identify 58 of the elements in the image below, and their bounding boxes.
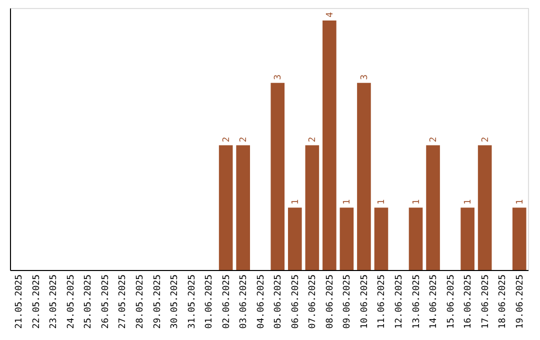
data-label: 1 — [515, 199, 526, 205]
x-tick-label: 13.06.2025 — [412, 274, 422, 329]
x-tick-label: 24.05.2025 — [66, 274, 76, 329]
x-tick-label: 28.05.2025 — [136, 274, 146, 329]
bar — [357, 82, 371, 270]
bar — [408, 208, 423, 270]
x-tick-label: 10.06.2025 — [360, 274, 370, 329]
x-tick-label: 19.06.2025 — [515, 274, 526, 329]
x-tick-label: 14.06.2025 — [429, 274, 440, 329]
x-tick-label: 25.05.2025 — [84, 274, 94, 329]
data-label: 3 — [360, 74, 370, 80]
bar — [218, 145, 233, 270]
bar — [374, 208, 388, 270]
data-label: 1 — [342, 199, 353, 205]
bar — [340, 208, 354, 270]
data-label: 2 — [239, 136, 250, 142]
bar — [478, 145, 492, 270]
x-tick-label: 11.06.2025 — [377, 274, 388, 329]
x-tick-label: 08.06.2025 — [325, 274, 336, 329]
x-tick-label: 23.05.2025 — [49, 274, 60, 329]
data-label: 1 — [412, 199, 422, 205]
x-tick-label: 31.05.2025 — [187, 274, 198, 329]
x-tick-label: 30.05.2025 — [170, 274, 180, 329]
x-tick-label: 26.05.2025 — [100, 274, 111, 329]
data-label: 4 — [325, 12, 336, 18]
x-tick-label: 18.06.2025 — [498, 274, 508, 329]
x-tick-label: 03.06.2025 — [239, 274, 250, 329]
data-label: 1 — [377, 199, 388, 205]
x-tick-label: 09.06.2025 — [342, 274, 353, 329]
x-tick-label: 01.06.2025 — [204, 274, 215, 329]
x-tick-label: 04.06.2025 — [256, 274, 266, 329]
x-tick-label: 17.06.2025 — [480, 274, 491, 329]
data-label: 2 — [222, 136, 232, 142]
bar — [426, 145, 440, 270]
data-label: 1 — [464, 199, 474, 205]
data-label: 3 — [274, 74, 284, 80]
bar — [305, 145, 320, 270]
x-tick-label: 12.06.2025 — [394, 274, 404, 329]
x-tick-label: 21.05.2025 — [14, 274, 25, 329]
bar — [512, 208, 526, 270]
x-tick-label: 07.06.2025 — [308, 274, 318, 329]
bar — [322, 20, 336, 270]
x-tick-label: 06.06.2025 — [290, 274, 301, 329]
bar — [460, 208, 474, 270]
x-tick-label: 05.06.2025 — [274, 274, 284, 329]
bar — [270, 82, 285, 270]
bar — [288, 208, 302, 270]
x-tick-label: 27.05.2025 — [118, 274, 128, 329]
x-tick-label: 15.06.2025 — [446, 274, 456, 329]
x-tick-label: 29.05.2025 — [152, 274, 163, 329]
x-tick-label: 16.06.2025 — [464, 274, 474, 329]
data-label: 1 — [290, 199, 301, 205]
data-label: 2 — [480, 136, 491, 142]
data-label: 2 — [429, 136, 440, 142]
x-tick-label: 22.05.2025 — [32, 274, 42, 329]
data-label: 2 — [308, 136, 318, 142]
bar — [236, 145, 250, 270]
x-tick-label: 02.06.2025 — [222, 274, 232, 329]
